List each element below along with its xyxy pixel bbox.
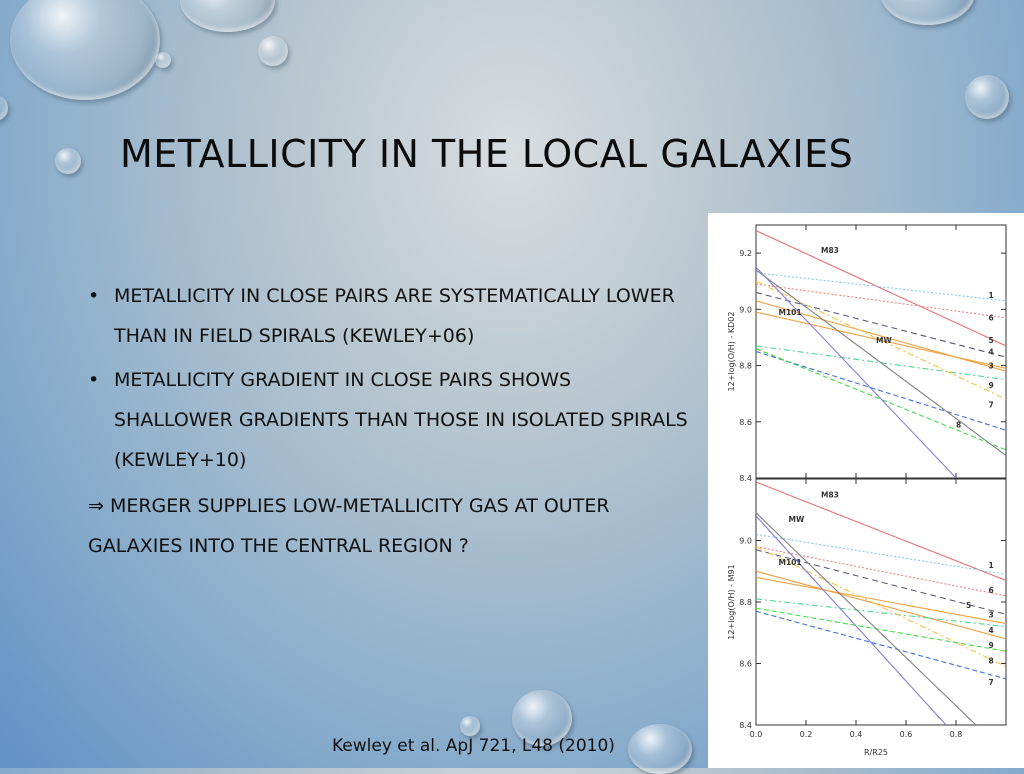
series-annotation: 7	[989, 678, 994, 687]
water-bubble	[460, 716, 480, 736]
x-tick-label: 0.4	[850, 730, 863, 739]
series-annotation: 3	[989, 361, 994, 370]
x-tick-label: 0.0	[750, 730, 763, 739]
series-line-8	[756, 607, 1006, 652]
bullet-item: • Metallicity gradient in close pairs sh…	[88, 360, 688, 480]
series-line-m83	[756, 481, 1006, 581]
water-bubble	[155, 52, 171, 68]
y-tick-label: 8.6	[739, 660, 752, 669]
metallicity-gradient-figure: 8.4 8.6 8.8 9.0 9.2 12+log(O/H) - KD02 M83 M101…	[708, 213, 1024, 768]
bullet-list: • Metallicity in close pairs are systema…	[88, 276, 688, 566]
series-annotation: 8	[956, 420, 961, 429]
series-annotation: 6	[989, 314, 994, 323]
series-line-4	[756, 311, 1006, 369]
water-bubble	[180, 0, 275, 32]
gradient-chart-svg: 8.4 8.6 8.8 9.0 9.2 12+log(O/H) - KD02 M83 M101…	[727, 224, 1007, 757]
series-annotation: 1	[989, 291, 994, 300]
y-tick-label: 8.4	[739, 721, 752, 730]
y-axis-label: 12+log(O/H) - M91	[727, 564, 736, 639]
water-bubble	[55, 148, 81, 174]
conclusion-text: ⇒ Merger supplies low-metallicity gas at…	[88, 495, 610, 557]
series-line-7	[756, 350, 1006, 431]
y-axis-label: 12+log(O/H) - KD02	[727, 312, 736, 392]
series-annotation: 5	[989, 336, 994, 345]
series-annotation: M101	[779, 558, 802, 567]
series-line-unlabeled	[756, 515, 947, 725]
water-bubble	[628, 724, 692, 774]
series-line-5	[756, 291, 1006, 358]
series-annotation: 5	[966, 601, 971, 610]
series-annotation: 6	[989, 586, 994, 595]
series-line-8	[756, 348, 1006, 451]
series-line-7	[756, 610, 1006, 680]
y-tick-label: 9.2	[739, 249, 752, 258]
series-line-1	[756, 533, 1006, 575]
x-tick-label: 0.6	[900, 730, 913, 739]
series-line-unlabeled	[756, 266, 957, 478]
series-line-6	[756, 546, 1006, 597]
x-tick-label: 0.8	[950, 730, 963, 739]
bullet-marker: •	[88, 369, 100, 391]
series-line-5	[756, 549, 1006, 615]
series-annotation: M83	[821, 246, 839, 255]
plot-frame	[755, 224, 1007, 479]
series-annotation: 3	[989, 610, 994, 619]
water-bubble-large	[10, 0, 160, 100]
water-bubble	[880, 0, 975, 25]
series-line-m101	[756, 570, 1006, 640]
series-line-9	[756, 546, 1006, 668]
y-tick-label: 8.8	[739, 362, 752, 371]
series-annotation: 4	[989, 347, 994, 356]
series-annotation: 4	[989, 626, 994, 635]
bullet-item: • Metallicity in close pairs are systema…	[88, 276, 688, 356]
bullet-text: Metallicity gradient in close pairs show…	[114, 369, 688, 471]
bullet-marker: •	[88, 285, 100, 307]
chart-panel-1: 8.4 8.6 8.8 9.0 9.2 12+log(O/H) - KD02 M83 M101…	[727, 224, 1007, 483]
series-group	[756, 481, 1006, 725]
citation-text: Kewley et al. ApJ 721, L48 (2010)	[332, 736, 615, 756]
y-tick-label: 8.6	[739, 418, 752, 427]
series-annotation: 7	[989, 401, 994, 410]
series-annotation: M101	[779, 308, 802, 317]
y-tick-label: 8.4	[739, 474, 752, 483]
water-bubble	[512, 690, 572, 746]
y-tick-label: 9.0	[739, 537, 752, 546]
water-bubble	[0, 95, 8, 121]
series-line-1	[756, 272, 1006, 302]
series-annotation: M83	[821, 490, 839, 499]
slide-title: METALLICITY IN THE LOCAL GALAXIES	[120, 132, 854, 176]
y-tick-label: 8.8	[739, 598, 752, 607]
chart-panel-2: 8.4 8.6 8.8 9.0 0.0 0.2 0.4 0.6 0.8 12+log(O/H) -…	[727, 478, 1007, 757]
water-bubble	[258, 36, 288, 66]
series-annotation: 9	[989, 641, 994, 650]
series-line-4	[756, 576, 1006, 625]
series-group	[756, 230, 1006, 478]
x-tick-label: 0.2	[800, 730, 813, 739]
series-line-mw	[756, 512, 977, 725]
water-bubble	[965, 75, 1009, 119]
series-annotation: 8	[989, 657, 994, 666]
series-annotation: MW	[876, 336, 892, 345]
series-annotation: 9	[989, 381, 994, 390]
y-tick-label: 9.0	[739, 305, 752, 314]
series-line-m83	[756, 230, 1006, 347]
series-annotation: MW	[789, 515, 805, 524]
series-line-mw	[756, 269, 1006, 456]
series-annotation: 1	[989, 561, 994, 570]
bullet-text: Metallicity in close pairs are systemati…	[114, 285, 675, 347]
x-axis-label: R/R25	[864, 748, 888, 757]
